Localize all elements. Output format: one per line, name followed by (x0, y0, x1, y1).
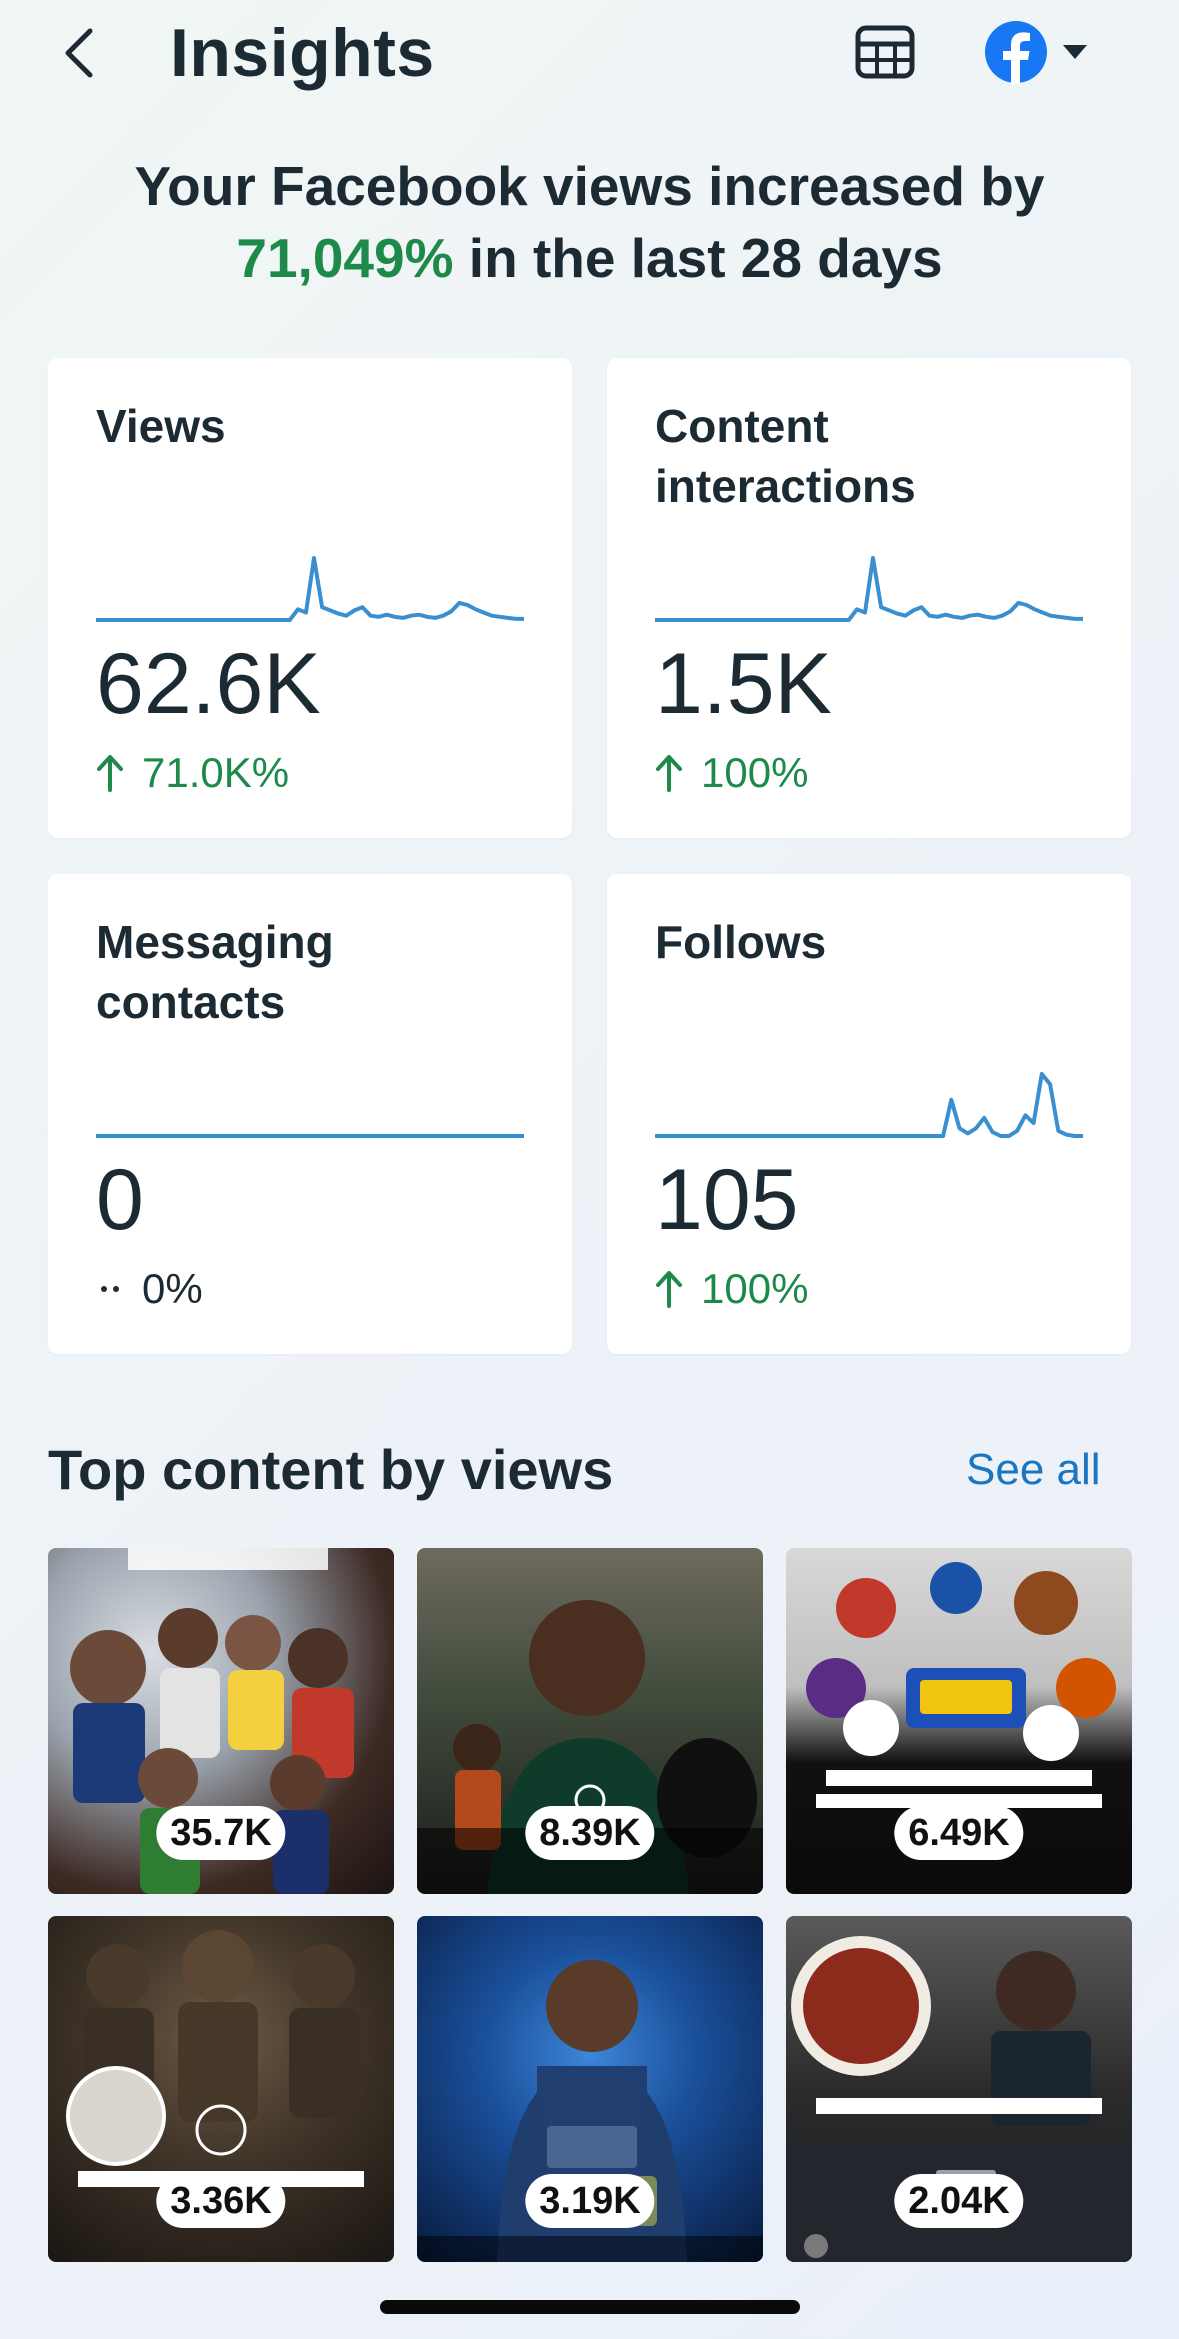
views-card[interactable]: Views 62.6K 71.0K% (48, 358, 572, 838)
content-thumbnail[interactable]: 2.04K (786, 1916, 1132, 2262)
follows-sparkline (655, 1072, 1083, 1138)
follows-card[interactable]: Follows 105 100% (607, 874, 1131, 1354)
chevron-left-icon (65, 28, 93, 78)
thumbnail-image (66, 1930, 364, 2187)
content-thumbnail[interactable]: 3.19K (417, 1916, 763, 2262)
view-count-badge: 2.04K (894, 2174, 1024, 2228)
card-title: Messaging contacts (96, 916, 334, 1028)
card-change: 0% (96, 1264, 203, 1314)
view-count-badge: 8.39K (525, 1806, 655, 1860)
card-value: 0 (96, 1152, 144, 1248)
messaging-contacts-sparkline (96, 1134, 524, 1138)
page-title: Insights (170, 15, 435, 91)
view-count-badge: 6.49K (894, 1806, 1024, 1860)
sparkline-line (655, 1072, 1083, 1138)
see-all-link[interactable]: See all (966, 1445, 1101, 1494)
arrow-up-icon (656, 1271, 682, 1308)
card-value: 1.5K (655, 636, 832, 732)
card-value: 62.6K (96, 636, 321, 732)
content-thumbnail[interactable]: 6.49K (786, 1548, 1132, 1894)
card-title: Views (96, 400, 226, 452)
card-value: 105 (655, 1152, 799, 1248)
table-icon (855, 25, 915, 79)
arrow-up-icon (97, 755, 123, 792)
sparkline-line (655, 556, 1083, 622)
card-title: Follows (655, 916, 827, 968)
content-thumbnail[interactable]: 8.39K (417, 1548, 763, 1894)
headline-percent: 71,049% (236, 227, 454, 289)
view-count-badge: 3.19K (525, 2174, 655, 2228)
back-button[interactable] (62, 18, 112, 88)
top-content-title: Top content by views (48, 1438, 614, 1501)
content-thumbnail[interactable]: 35.7K (48, 1548, 394, 1894)
table-view-button[interactable] (853, 20, 917, 84)
caret-down-icon (1063, 45, 1087, 59)
card-change: 100% (655, 1264, 808, 1314)
platform-selector[interactable] (984, 18, 1088, 86)
content-thumbnail[interactable]: 3.36K (48, 1916, 394, 2262)
card-change: 71.0K% (96, 748, 289, 798)
view-count-badge: 35.7K (156, 1806, 286, 1860)
home-indicator[interactable] (380, 2300, 800, 2314)
card-change: 100% (655, 748, 808, 798)
dots-neutral-icon (101, 1286, 119, 1292)
content-interactions-sparkline (655, 556, 1083, 622)
insights-headline: Your Facebook views increased by 71,049%… (134, 155, 1045, 289)
card-title: Content interactions (655, 400, 916, 512)
views-sparkline (96, 556, 524, 622)
arrow-up-icon (656, 755, 682, 792)
messaging-contacts-card[interactable]: Messaging contacts 0 0% (48, 874, 572, 1354)
view-count-badge: 3.36K (156, 2174, 286, 2228)
sparkline-line (96, 556, 524, 622)
content-interactions-card[interactable]: Content interactions 1.5K 100% (607, 358, 1131, 838)
facebook-icon (985, 21, 1047, 84)
thumbnail-image (806, 1562, 1116, 1808)
